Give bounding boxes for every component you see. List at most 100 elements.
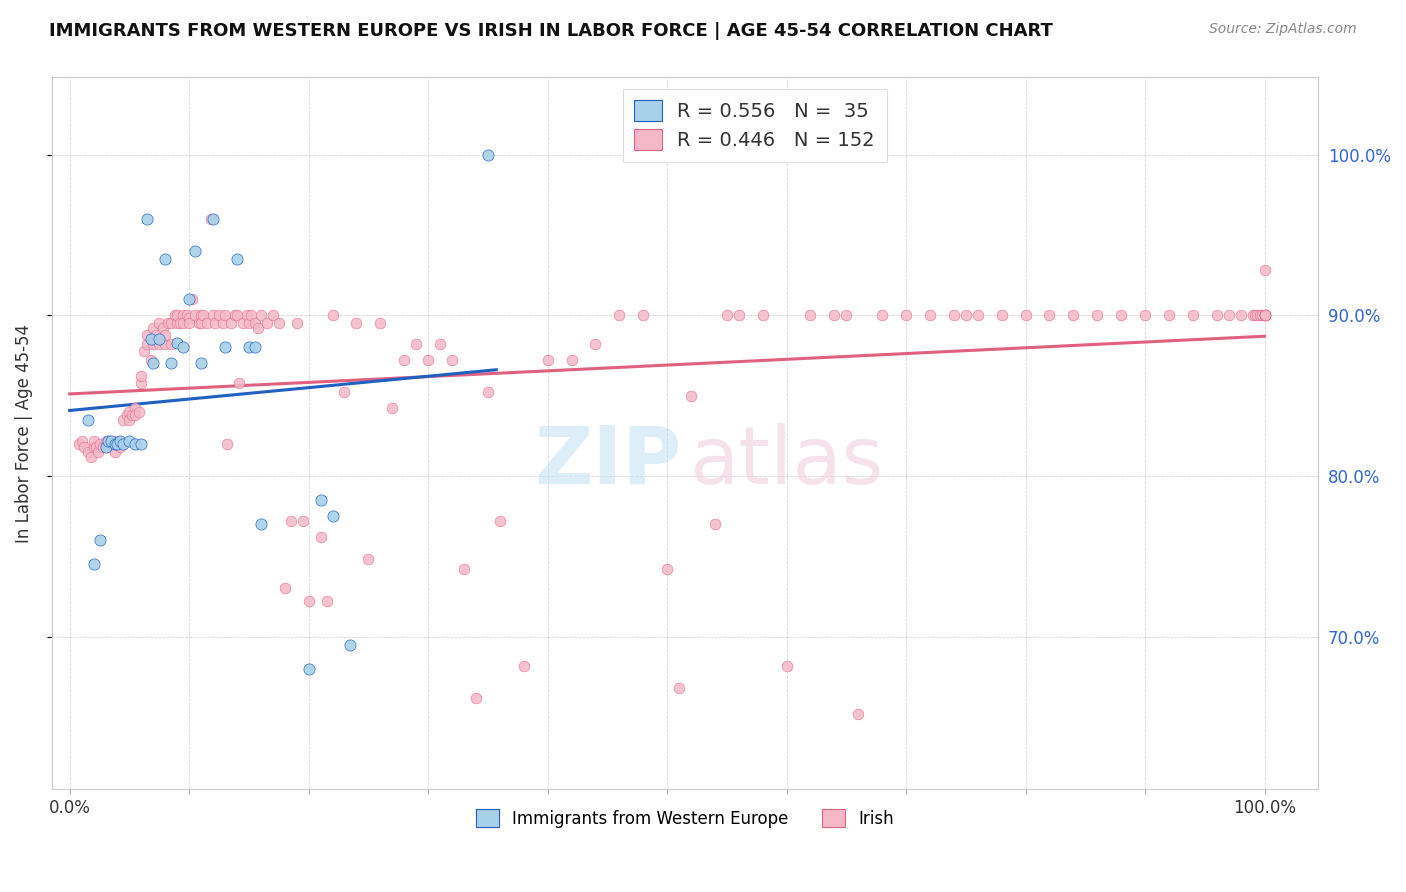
Point <box>204 316 226 330</box>
Point <box>966 308 988 322</box>
Point <box>136 327 159 342</box>
Point <box>87 445 110 459</box>
Point <box>155 252 177 266</box>
Point <box>84 440 107 454</box>
Text: Source: ZipAtlas.com: Source: ZipAtlas.com <box>1209 22 1357 37</box>
Point <box>145 327 167 342</box>
Point <box>107 434 129 448</box>
Point <box>128 404 150 418</box>
Point <box>118 434 141 448</box>
Point <box>716 308 738 322</box>
Point <box>631 308 654 322</box>
Point <box>148 332 170 346</box>
Point <box>1205 308 1227 322</box>
Point <box>97 440 120 454</box>
Point <box>240 308 263 322</box>
Point <box>429 337 451 351</box>
Point <box>668 681 690 695</box>
Point <box>132 343 155 358</box>
Point <box>679 388 702 402</box>
Point <box>166 316 188 330</box>
Point <box>1253 308 1275 322</box>
Point <box>583 337 606 351</box>
Point <box>124 401 146 416</box>
Point <box>1253 308 1275 322</box>
Point <box>333 385 356 400</box>
Point <box>238 316 260 330</box>
Point <box>100 434 122 448</box>
Point <box>179 316 201 330</box>
Point <box>124 437 146 451</box>
Point <box>190 308 212 322</box>
Point <box>118 404 141 418</box>
Point <box>846 706 869 721</box>
Point <box>835 308 858 322</box>
Point <box>309 493 332 508</box>
Point <box>291 514 314 528</box>
Point <box>232 316 254 330</box>
Point <box>83 558 105 572</box>
Point <box>208 308 231 322</box>
Point <box>160 356 183 370</box>
Point <box>298 662 321 676</box>
Point <box>655 562 678 576</box>
Legend: Immigrants from Western Europe, Irish: Immigrants from Western Europe, Irish <box>470 802 901 834</box>
Point <box>80 450 103 464</box>
Point <box>142 321 165 335</box>
Point <box>477 385 499 400</box>
Point <box>1014 308 1036 322</box>
Point <box>238 340 260 354</box>
Point <box>195 316 218 330</box>
Point <box>405 337 427 351</box>
Text: ZIP: ZIP <box>534 423 682 500</box>
Point <box>250 517 273 532</box>
Point <box>1253 308 1275 322</box>
Point <box>187 316 209 330</box>
Point <box>104 445 127 459</box>
Point <box>190 316 212 330</box>
Point <box>148 316 170 330</box>
Point <box>453 562 475 576</box>
Point <box>1085 308 1108 322</box>
Point <box>1062 308 1084 322</box>
Point <box>226 308 249 322</box>
Point <box>70 434 93 448</box>
Point <box>160 316 183 330</box>
Point <box>262 308 284 322</box>
Point <box>184 308 207 322</box>
Point <box>155 337 177 351</box>
Point <box>131 437 153 451</box>
Point <box>918 308 941 322</box>
Point <box>112 437 135 451</box>
Point <box>224 308 246 322</box>
Point <box>280 514 302 528</box>
Point <box>298 594 321 608</box>
Point <box>83 434 105 448</box>
Point <box>83 440 105 454</box>
Point <box>152 321 174 335</box>
Point <box>131 369 153 384</box>
Point <box>76 445 98 459</box>
Point <box>121 408 143 422</box>
Point <box>267 316 290 330</box>
Point <box>243 340 266 354</box>
Point <box>179 311 201 326</box>
Point <box>176 308 198 322</box>
Point <box>214 308 236 322</box>
Point <box>108 434 131 448</box>
Point <box>190 356 212 370</box>
Point <box>1241 308 1264 322</box>
Point <box>607 308 630 322</box>
Point <box>172 340 194 354</box>
Text: IMMIGRANTS FROM WESTERN EUROPE VS IRISH IN LABOR FORCE | AGE 45-54 CORRELATION C: IMMIGRANTS FROM WESTERN EUROPE VS IRISH … <box>49 22 1053 40</box>
Point <box>440 353 463 368</box>
Point <box>211 316 233 330</box>
Point <box>1253 308 1275 322</box>
Point <box>1253 308 1275 322</box>
Point <box>990 308 1012 322</box>
Point <box>136 337 159 351</box>
Point <box>156 316 179 330</box>
Point <box>315 594 337 608</box>
Point <box>89 437 111 451</box>
Point <box>184 244 207 258</box>
